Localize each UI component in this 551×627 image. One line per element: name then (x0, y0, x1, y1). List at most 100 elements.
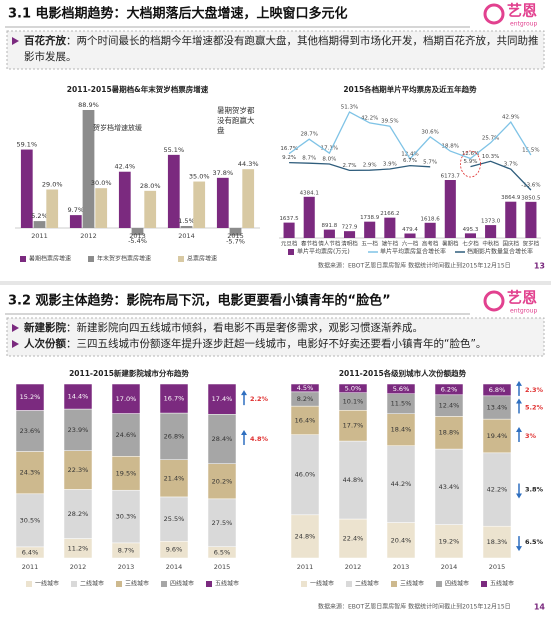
x-tick-label: 七夕档 (462, 240, 479, 248)
bullet-arrow (12, 340, 19, 348)
legend-label: 一线城市 (35, 580, 59, 588)
value-label: 9.2% (282, 155, 296, 161)
value-label: 44.8% (343, 476, 364, 484)
bar-segment (386, 413, 416, 446)
legend-swatch (436, 581, 442, 587)
value-label: 16.7% (280, 146, 297, 152)
bar (144, 190, 157, 228)
trend-arrow-head (516, 398, 522, 404)
value-label: 6.5% (214, 548, 231, 556)
bar (131, 228, 144, 236)
x-tick-label: 2013 (129, 232, 146, 240)
value-label: 30.6% (421, 129, 438, 135)
bullet-text: ：两个时间最长的档期今年增速都没有跑赢大盘，其他档期得到市场化开发，档期百花齐放… (24, 35, 539, 63)
bullet-arrow (12, 324, 19, 332)
bar-segment (159, 459, 189, 498)
bar-segment (482, 525, 512, 559)
legend-swatch (178, 256, 184, 262)
bullet-area: 新建影院：新建影院向四五线城市倾斜，看电影不再是奢侈需求，观影习惯逐渐养成。人次… (12, 320, 540, 352)
slide-title: 3.2 观影主体趋势：影院布局下沉，电影更要看小镇青年的“脸色” (8, 293, 391, 309)
bar (193, 181, 206, 228)
bullet-box (6, 30, 545, 70)
bullet-area: 百花齐放：两个时间最长的档期今年增速都没有跑赢大盘，其他档期得到市场化开发，档期… (12, 33, 540, 65)
legend-swatch (161, 581, 167, 587)
legend-label: 二线城市 (355, 580, 379, 588)
source-note: 数据来源：EBOT艺恩日票房智库 数据统计时间截止到2015年12月15日 (318, 262, 511, 270)
value-label: 20.4% (391, 536, 412, 544)
annotation: 贺岁档增速放缓 (93, 123, 142, 132)
value-label: 59.1% (16, 141, 37, 149)
logo-icon (483, 290, 505, 312)
value-label: 30.5% (20, 516, 41, 524)
value-label: 17.0% (116, 395, 137, 403)
bullet-text: ：新建影院向四五线城市倾斜，看电影不再是奢侈需求，观影习惯逐渐养成。 (66, 322, 423, 334)
trend-arrow-head (241, 429, 247, 435)
bar (525, 201, 537, 238)
value-label: 6.4% (22, 548, 39, 556)
bar-segment (338, 383, 368, 393)
value-label: 12.4% (439, 402, 460, 410)
legend-label: 三线城市 (400, 580, 424, 588)
bar-segment (482, 383, 512, 397)
value-label: 25.7% (482, 135, 499, 141)
x-tick-label: 2014 (441, 563, 458, 571)
value-label: 1618.6 (421, 216, 441, 222)
value-label: 88.9% (78, 101, 99, 109)
bar (95, 188, 108, 228)
trend-annotation: 2.3% (525, 386, 544, 394)
annotation-box: 暑期贺岁都没有跑赢大盘 (217, 106, 255, 135)
annotation: 暑期贺岁都没有跑赢大盘 (217, 106, 255, 135)
value-label: 11.5% (391, 400, 412, 408)
legend-label: 暑期档票房增速 (29, 255, 71, 263)
bar-segment (15, 383, 45, 411)
value-label: 51.3% (341, 105, 358, 111)
bar-segment (386, 383, 416, 394)
value-label: 42.4% (114, 163, 135, 171)
highlight-circle (460, 150, 481, 178)
value-label: 1738.9 (360, 215, 380, 221)
bar-segment (63, 383, 93, 410)
bar-segment (386, 445, 416, 523)
value-label: 14.4% (68, 393, 89, 401)
bar (283, 222, 295, 238)
bullet: 百花齐放：两个时间最长的档期今年增速都没有跑赢大盘，其他档期得到市场化开发，档期… (12, 33, 540, 65)
line (289, 160, 532, 191)
value-label: 4384.1 (300, 190, 319, 196)
chart-title: 2011-2015各级别城市人次份额趋势 (339, 368, 467, 378)
trend-arrow-head (241, 390, 247, 396)
value-label: 25.5% (164, 515, 185, 523)
bullet-box (6, 317, 545, 357)
value-label: 44.3% (238, 160, 259, 168)
bar-segment (290, 383, 320, 393)
x-tick-label: 2012 (70, 563, 87, 571)
value-label: 8.7% (302, 156, 316, 162)
bar-segment (338, 440, 368, 520)
bullet-text: ：三四五线城市份额逐年提升逐步赶超一线城市，电影好不好卖还要看小镇青年的“脸色”… (66, 338, 487, 350)
value-label: 18.4% (391, 426, 412, 434)
value-label: 17.4% (212, 395, 233, 403)
value-label: 30.0% (91, 179, 112, 187)
bar-segment (63, 450, 93, 490)
trend-annotation: 3% (525, 432, 537, 440)
value-label: -5.7% (226, 238, 245, 246)
value-label: 24.6% (116, 431, 137, 439)
bar-segment (434, 448, 464, 525)
value-label: 4.5% (297, 384, 314, 392)
legend-swatch (116, 581, 122, 587)
bar (384, 217, 396, 238)
bullet: 新建影院：新建影院向四五线城市倾斜，看电影不再是奢侈需求，观影习惯逐渐养成。 (12, 320, 540, 336)
value-label: 28.7% (300, 132, 317, 138)
value-label: 46.0% (295, 471, 316, 479)
logo-text: 艺恩 (507, 2, 537, 20)
bar-segment (290, 405, 320, 435)
bullet-list: 新建影院：新建影院向四五线城市倾斜，看电影不再是奢侈需求，观影习惯逐渐养成。 人次… (12, 320, 540, 352)
value-label: 17.1% (321, 146, 338, 152)
value-label: 12.4% (401, 151, 418, 157)
bar (323, 229, 335, 238)
trend-arrow-head (516, 426, 522, 432)
legend-swatch (391, 581, 397, 587)
x-tick-label: 端午档 (382, 240, 399, 248)
value-label: 479.4 (402, 227, 418, 233)
